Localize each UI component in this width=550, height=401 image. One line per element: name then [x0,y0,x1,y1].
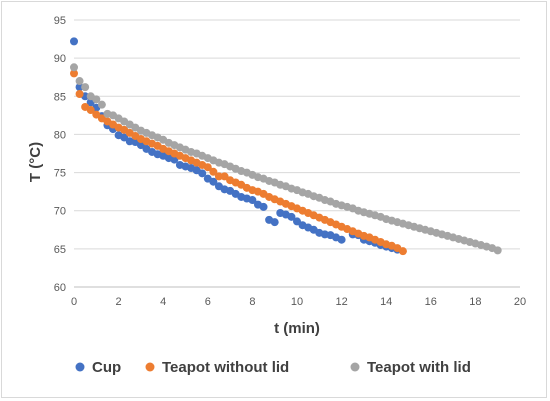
x-tick-label: 18 [469,296,481,308]
data-point [398,247,407,256]
data-point [92,95,101,104]
axes: 60 65 70 75 80 85 90 95 0 2 4 6 8 10 12 14 16 18 20 [54,15,526,308]
gridlines [74,19,520,288]
data-point [214,172,223,181]
legend-label: Teapot with lid [367,359,471,376]
data-point [248,196,257,205]
y-tick-label: 95 [54,15,66,27]
data-point [293,217,301,226]
legend-label: Teapot without lid [162,359,289,376]
data-point [136,141,145,150]
x-tick-label: 6 [205,296,211,308]
data-point [70,37,78,46]
legend-marker [145,362,155,372]
x-tick-label: 16 [425,296,437,308]
legend-marker [75,362,85,372]
data-point [75,77,84,86]
data-point [70,63,78,72]
data-point [170,155,179,164]
legend: Cup Teapot without lid Teapot with lid [75,359,471,376]
x-tick-label: 14 [380,296,392,308]
data-point [70,69,78,78]
data-point [198,169,207,178]
x-tick-label: 0 [71,296,77,308]
y-tick-label: 65 [54,244,66,256]
data-series [70,37,502,256]
data-point [493,246,502,255]
y-tick-label: 60 [54,282,66,294]
data-point [270,218,279,227]
data-point [75,89,84,98]
y-tick-label: 70 [54,206,66,218]
y-tick-label: 75 [54,168,66,180]
series-1 [70,69,407,256]
x-tick-label: 12 [335,296,347,308]
x-axis-title: t (min) [274,320,320,337]
y-tick-label: 90 [54,53,66,65]
data-point [287,212,296,221]
legend-marker [350,362,360,372]
data-point [97,100,106,109]
legend-label: Cup [92,359,121,376]
data-point [81,83,90,92]
data-point [220,172,229,181]
series-2 [70,63,502,255]
x-tick-label: 8 [249,296,255,308]
y-axis-title: T (°C) [27,142,44,182]
data-point [209,177,218,186]
x-tick-label: 4 [160,296,166,308]
data-point [209,167,218,176]
data-point [75,83,84,92]
data-point [259,202,268,211]
y-tick-label: 85 [54,91,66,103]
data-point [337,235,346,244]
x-tick-label: 10 [291,296,303,308]
data-point [120,133,129,142]
x-tick-label: 2 [116,296,122,308]
x-tick-label: 20 [514,296,526,308]
y-tick-label: 80 [54,129,66,141]
data-point [92,110,101,119]
series-0 [70,37,402,254]
data-point [203,163,212,172]
data-point [86,106,95,115]
